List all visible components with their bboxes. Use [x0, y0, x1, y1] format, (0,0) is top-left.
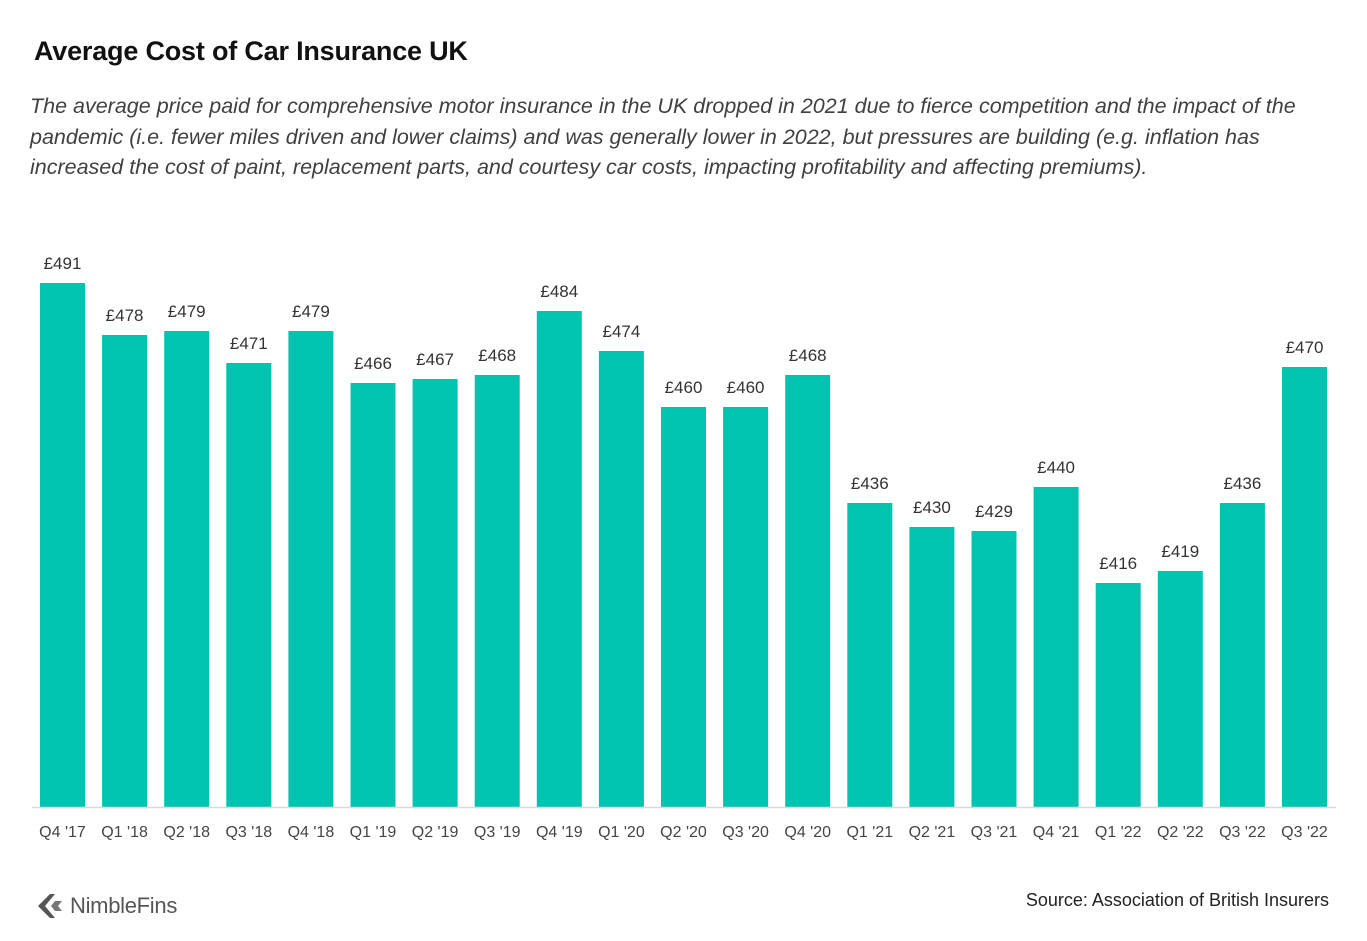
bar	[1282, 367, 1327, 807]
x-tick-label: Q2 '20	[660, 824, 707, 841]
value-label: £466	[354, 354, 392, 373]
value-label: £467	[416, 350, 454, 369]
x-tick-label: Q2 '22	[1157, 824, 1204, 841]
bar	[536, 311, 582, 807]
bar	[661, 407, 706, 807]
x-tick-label: Q3 '21	[971, 824, 1018, 841]
value-label: £491	[44, 254, 82, 273]
logo-text: NimbleFins	[70, 893, 178, 918]
value-label: £436	[1223, 474, 1261, 493]
bar	[723, 407, 769, 807]
bar	[350, 383, 396, 807]
x-tick-label: Q2 '19	[412, 824, 459, 841]
chart-title: Average Cost of Car Insurance UK	[34, 36, 468, 66]
bar	[102, 335, 148, 807]
bar	[785, 375, 831, 807]
x-tick-label: Q4 '20	[784, 824, 831, 841]
value-label: £460	[727, 378, 765, 397]
value-label: £430	[913, 498, 951, 517]
x-tick-label: Q4 '21	[1033, 824, 1080, 841]
x-tick-label: Q4 '19	[536, 824, 583, 841]
x-tick-label: Q3 '22	[1281, 824, 1328, 841]
value-label: £429	[975, 502, 1013, 521]
value-label: £468	[478, 346, 516, 365]
bar	[1157, 571, 1203, 807]
value-label: £478	[106, 306, 144, 325]
value-label: £471	[230, 334, 268, 353]
bar	[598, 351, 644, 807]
chart-subtitle: The average price paid for comprehensive…	[30, 94, 1296, 179]
bar	[1033, 487, 1079, 807]
x-tick-label: Q1 '20	[598, 824, 645, 841]
bar	[474, 375, 520, 807]
value-label: £484	[540, 282, 578, 301]
x-tick-label: Q4 '18	[288, 824, 335, 841]
value-label: £419	[1161, 542, 1199, 561]
value-label: £479	[292, 302, 330, 321]
x-tick-label: Q3 '22	[1219, 824, 1266, 841]
value-label: £470	[1286, 338, 1324, 357]
value-label: £460	[665, 378, 703, 397]
x-tick-label: Q2 '21	[909, 824, 956, 841]
x-tick-label: Q4 '17	[39, 824, 86, 841]
x-tick-label: Q2 '18	[163, 824, 210, 841]
bar	[1219, 503, 1265, 807]
x-tick-label: Q1 '21	[846, 824, 893, 841]
value-label: £474	[602, 322, 640, 341]
bar	[164, 331, 210, 807]
x-tick-label: Q3 '19	[474, 824, 521, 841]
bar	[288, 331, 334, 807]
nimblefins-logo: NimbleFins	[36, 893, 177, 919]
bar	[847, 503, 893, 807]
x-tick-label: Q3 '20	[722, 824, 769, 841]
bar	[1095, 583, 1141, 807]
bar	[40, 283, 85, 807]
value-label: £479	[168, 302, 206, 321]
source-note: Source: Association of British Insurers	[1025, 890, 1329, 910]
bar	[909, 527, 955, 807]
value-label: £468	[789, 346, 827, 365]
value-label: £440	[1037, 458, 1075, 477]
chevron-left-icon	[38, 894, 62, 918]
x-tick-label: Q1 '18	[101, 824, 148, 841]
bar-chart: £491 £478 £479 £471 £479 £466 £467 £468 £484 £474…	[32, 254, 1336, 841]
bar	[971, 531, 1017, 807]
value-label: £416	[1099, 554, 1137, 573]
x-tick-label: Q1 '19	[350, 824, 397, 841]
x-tick-label: Q3 '18	[225, 824, 272, 841]
bar	[412, 379, 458, 807]
x-tick-label: Q1 '22	[1095, 824, 1142, 841]
value-label: £436	[851, 474, 889, 493]
bar	[226, 363, 272, 807]
